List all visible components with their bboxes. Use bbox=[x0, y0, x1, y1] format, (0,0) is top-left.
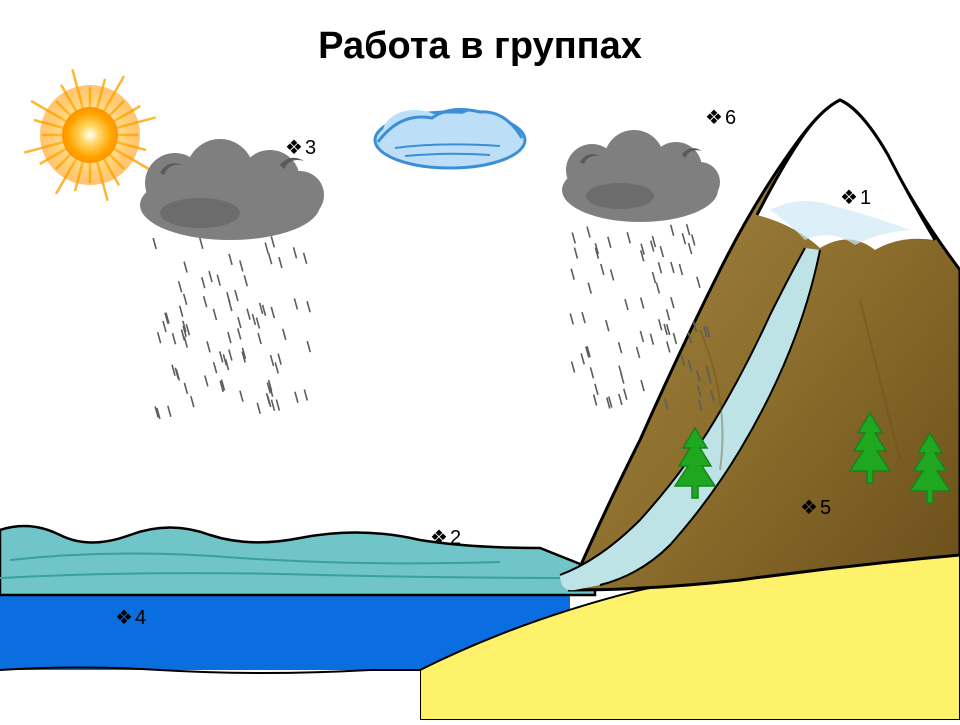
diagram-canvas: Работа в группах ❖1 ❖2 ❖3 ❖4 ❖5 ❖6 bbox=[0, 0, 960, 720]
page-title: Работа в группах bbox=[0, 25, 960, 68]
label-4: ❖4 bbox=[115, 605, 146, 630]
label-5: ❖5 bbox=[800, 495, 831, 520]
label-2: ❖2 bbox=[430, 525, 461, 550]
label-1: ❖1 bbox=[840, 185, 871, 210]
foam bbox=[0, 670, 420, 720]
label-6: ❖6 bbox=[705, 105, 736, 130]
label-3: ❖3 bbox=[285, 135, 316, 160]
light-cloud bbox=[375, 110, 525, 168]
